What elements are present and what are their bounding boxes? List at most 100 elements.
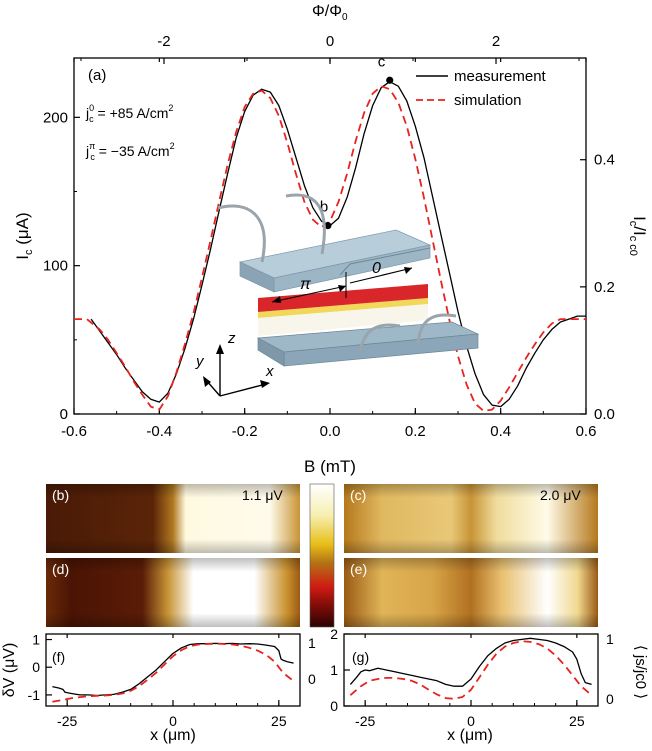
top-tick-label: 0 <box>326 33 334 50</box>
heatmap-panels: (b) 1.1 μV (c) 2.0 μV (d) (e) <box>46 483 598 628</box>
x-axis-label-f: x (μm) <box>150 727 196 744</box>
y-right-tick-label: 0.2 <box>594 279 615 296</box>
x-tick-label: -25 <box>355 713 375 729</box>
bond-wire-1 <box>217 204 266 263</box>
x-tick-label: 0.4 <box>490 423 511 440</box>
panel-label-g: (g) <box>352 649 369 665</box>
panel-f: -25 0 25 -1 0 1 1 0 (f) δV (μV) x (μm) <box>1 632 316 744</box>
zero-segment-arrow <box>349 267 413 284</box>
x-tick-label: -0.6 <box>61 423 87 440</box>
y-right-tick-label-g: 0 <box>606 691 614 707</box>
x-tick-label: 0 <box>169 713 177 729</box>
x-tick-label: -25 <box>57 713 77 729</box>
axis-z-label: z <box>227 330 236 347</box>
heatmap-d-label: (d) <box>52 561 69 577</box>
bond-wire-3 <box>358 323 401 353</box>
series-a: bc <box>74 53 586 412</box>
pi-segment-arrow <box>271 285 347 303</box>
x-tick-label: 0.6 <box>576 423 597 440</box>
top-electrode-side <box>239 261 275 293</box>
point-label-b: b <box>320 199 328 216</box>
panel-a: -0.6 -0.4 -0.2 0.0 0.2 0.4 0.601002000.00.20.4… <box>13 3 649 476</box>
axis-ticks-a: -0.6 -0.4 -0.2 0.0 0.2 0.4 0.601002000.00.20.4… <box>43 33 615 440</box>
x-tick-label: 25 <box>271 713 287 729</box>
y-right-tick-label-g: 1 <box>606 631 614 647</box>
axis-y-head <box>203 376 211 387</box>
heatmap-c-shade <box>344 484 598 553</box>
heatmap-b-label: (b) <box>52 487 69 503</box>
colorbar <box>309 483 335 628</box>
panel-label-f: (f) <box>52 649 65 665</box>
x-axis-label-a: B (mT) <box>304 457 356 476</box>
x-tick-label: 0 <box>467 713 475 729</box>
y-tick-label: -1 <box>28 687 41 703</box>
point-b <box>324 222 332 230</box>
y-tick-label: 0 <box>32 659 40 675</box>
axis-x-arrow <box>219 383 267 397</box>
axis-x-head <box>260 380 270 388</box>
series-line-simulation <box>349 640 593 700</box>
heatmap-d-shade <box>46 558 300 627</box>
heatmap-c-label: (c) <box>350 487 366 503</box>
barrier-layer <box>258 298 428 318</box>
top-tick-label: 2 <box>492 33 500 50</box>
annotation-j0: j0 c = +85 A/cm2 <box>85 103 173 124</box>
axis-z-head <box>216 344 224 354</box>
point-c <box>386 76 394 84</box>
pi-arrow-head-left <box>272 296 281 303</box>
step-edge <box>339 247 431 276</box>
y-axis-label-f: δV (μV) <box>1 643 18 698</box>
y-axis-label-g: ⟨ js/jc0 ⟩ <box>632 645 649 699</box>
y-tick-label: 1 <box>32 632 40 648</box>
y-right-tick-label-f: 0 <box>308 671 316 687</box>
heatmap-e-shade <box>344 558 598 627</box>
y-right-tick-label: 0.4 <box>594 152 615 169</box>
heatmap-b-shade <box>46 484 300 553</box>
axis-ticks-g: -25 0 25 0 1 2 1 0 <box>330 626 614 729</box>
pi-arrow-head-right <box>338 285 346 292</box>
junction-inset-illustration: π 0 z x y <box>195 193 480 397</box>
panel-label-a: (a) <box>88 67 106 84</box>
series-line-measurement <box>349 637 592 687</box>
annotation-jpi: jπ c = −35 A/cm2 <box>85 141 175 162</box>
y-tick-label: 0 <box>330 698 338 714</box>
series-g <box>349 637 593 700</box>
y-tick-label: 2 <box>330 626 338 642</box>
y-right-tick-label: 0.0 <box>594 406 615 423</box>
heatmap-c-annotation: 2.0 μV <box>540 487 581 503</box>
y-tick-label: 1 <box>330 662 338 678</box>
x-axis-label-g: x (μm) <box>447 727 493 744</box>
axis-x-label: x <box>265 363 274 380</box>
y-tick-label: 100 <box>43 258 68 275</box>
ferromagnet-layer <box>258 284 428 312</box>
heatmap-e-label: (e) <box>350 561 367 577</box>
x-tick-label: 25 <box>569 713 585 729</box>
axis-ticks-f: -25 0 25 -1 0 1 1 0 <box>28 632 316 729</box>
series-line-simulation <box>52 642 295 703</box>
bottom-electrode-side <box>257 337 285 367</box>
legend-simulation-label: simulation <box>454 92 522 109</box>
y-right-tick-label-f: 1 <box>308 635 316 651</box>
point-label-c: c <box>378 53 386 70</box>
series-f <box>52 642 295 703</box>
legend-measurement-label: measurement <box>454 68 547 85</box>
top-axis-label: Φ/Φ0 <box>312 3 348 23</box>
bond-wire-4 <box>416 313 457 345</box>
top-tick-label: -2 <box>157 33 170 50</box>
inset-zero-label: 0 <box>372 260 381 277</box>
y-tick-label: 200 <box>43 109 68 126</box>
zero-arrow-head-right <box>404 267 412 274</box>
y-tick-label: 0 <box>60 406 68 423</box>
x-tick-label: 0.0 <box>320 423 341 440</box>
x-tick-label: -0.2 <box>232 423 258 440</box>
axis-y-label: y <box>195 353 205 370</box>
bond-wire-2 <box>285 193 326 255</box>
legend: measurement simulation <box>416 68 547 109</box>
series-line-measurement <box>52 642 294 697</box>
x-tick-label: 0.2 <box>405 423 426 440</box>
heatmap-b-annotation: 1.1 μV <box>242 487 283 503</box>
x-tick-label: -0.4 <box>146 423 172 440</box>
panel-g: -25 0 25 0 1 2 1 0 (g) x (μm) ⟨ js/jc0 ⟩ <box>330 626 649 744</box>
inset-pi-label: π <box>300 276 311 293</box>
